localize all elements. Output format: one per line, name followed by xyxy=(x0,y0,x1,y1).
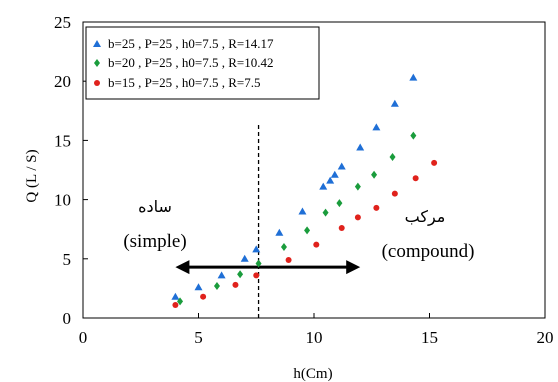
data-point-circle xyxy=(172,301,179,308)
regime-arrow xyxy=(175,260,361,275)
y-tick-label: 0 xyxy=(63,309,72,328)
x-tick-label: 20 xyxy=(537,328,554,347)
x-tick-label: 5 xyxy=(194,328,203,347)
legend-box xyxy=(85,26,320,100)
compound-label-fa: مرکب xyxy=(405,207,446,227)
data-point-triangle xyxy=(319,182,328,190)
data-point-diamond xyxy=(410,131,417,140)
data-point-triangle xyxy=(298,207,307,215)
data-point-triangle xyxy=(356,143,365,151)
arrow-head-right xyxy=(346,260,361,275)
y-tick-label: 25 xyxy=(54,13,71,32)
legend-diamond-icon xyxy=(94,59,100,67)
data-point-circle xyxy=(373,204,380,211)
data-point-diamond xyxy=(389,152,396,161)
data-point-triangle xyxy=(240,254,249,262)
data-point-circle xyxy=(412,175,419,182)
data-point-circle xyxy=(200,293,207,300)
data-point-circle xyxy=(313,241,320,248)
data-point-diamond xyxy=(280,242,287,251)
data-point-triangle xyxy=(390,99,399,107)
legend-label: b=25 , P=25 , h0=7.5 , R=14.17 xyxy=(108,36,274,51)
data-point-circle xyxy=(354,214,361,221)
data-point-diamond xyxy=(213,282,220,291)
data-point-diamond xyxy=(354,182,361,191)
x-tick-label: 15 xyxy=(421,328,438,347)
data-point-triangle xyxy=(275,228,284,236)
data-point-diamond xyxy=(237,270,244,279)
data-point-circle xyxy=(232,281,239,288)
y-axis-title: Q (L / S) xyxy=(24,149,40,202)
data-point-triangle xyxy=(194,283,203,291)
data-point-triangle xyxy=(252,245,261,253)
data-point-triangle xyxy=(337,162,346,170)
x-axis-title: h(Cm) xyxy=(293,366,332,382)
simple-label-fa: ساده xyxy=(138,197,172,216)
data-point-triangle xyxy=(409,73,418,81)
data-point-diamond xyxy=(322,208,329,217)
legend: b=25 , P=25 , h0=7.5 , R=14.17 b=20 , P=… xyxy=(85,26,320,100)
data-point-triangle xyxy=(217,271,226,279)
data-point-diamond xyxy=(304,226,311,235)
x-tick-label: 0 xyxy=(79,328,88,347)
legend-label: b=15 , P=25 , h0=7.5 , R=7.5 xyxy=(108,75,260,90)
data-point-circle xyxy=(391,190,398,197)
legend-circle-icon xyxy=(94,80,100,86)
data-point-circle xyxy=(285,256,292,263)
y-tick-label: 10 xyxy=(54,191,71,210)
simple-label-en: (simple) xyxy=(123,231,186,252)
compound-label-en: (compound) xyxy=(382,241,475,262)
legend-entry: b=20 , P=25 , h0=7.5 , R=10.42 xyxy=(94,55,273,70)
y-tick-label: 5 xyxy=(63,250,72,269)
data-point-diamond xyxy=(177,297,184,306)
data-point-circle xyxy=(338,225,345,232)
legend-label: b=20 , P=25 , h0=7.5 , R=10.42 xyxy=(108,55,273,70)
y-tick-label: 15 xyxy=(54,131,71,150)
data-point-circle xyxy=(253,272,260,279)
arrow-head-left xyxy=(175,260,190,275)
data-point-triangle xyxy=(171,292,180,300)
data-points xyxy=(171,73,438,308)
axis-ticks: 0 5 10 15 20 0 5 10 15 20 25 xyxy=(54,13,554,347)
y-tick-label: 20 xyxy=(54,72,71,91)
data-point-diamond xyxy=(371,170,378,179)
legend-entry: b=15 , P=25 , h0=7.5 , R=7.5 xyxy=(94,75,260,90)
data-point-triangle xyxy=(330,170,339,178)
data-point-diamond xyxy=(255,259,262,268)
data-point-triangle xyxy=(326,176,335,184)
data-point-diamond xyxy=(336,199,343,208)
legend-entry: b=25 , P=25 , h0=7.5 , R=14.17 xyxy=(93,36,274,51)
x-tick-label: 10 xyxy=(306,328,323,347)
legend-triangle-icon xyxy=(93,40,101,47)
data-point-triangle xyxy=(372,123,381,131)
data-point-circle xyxy=(431,159,438,166)
